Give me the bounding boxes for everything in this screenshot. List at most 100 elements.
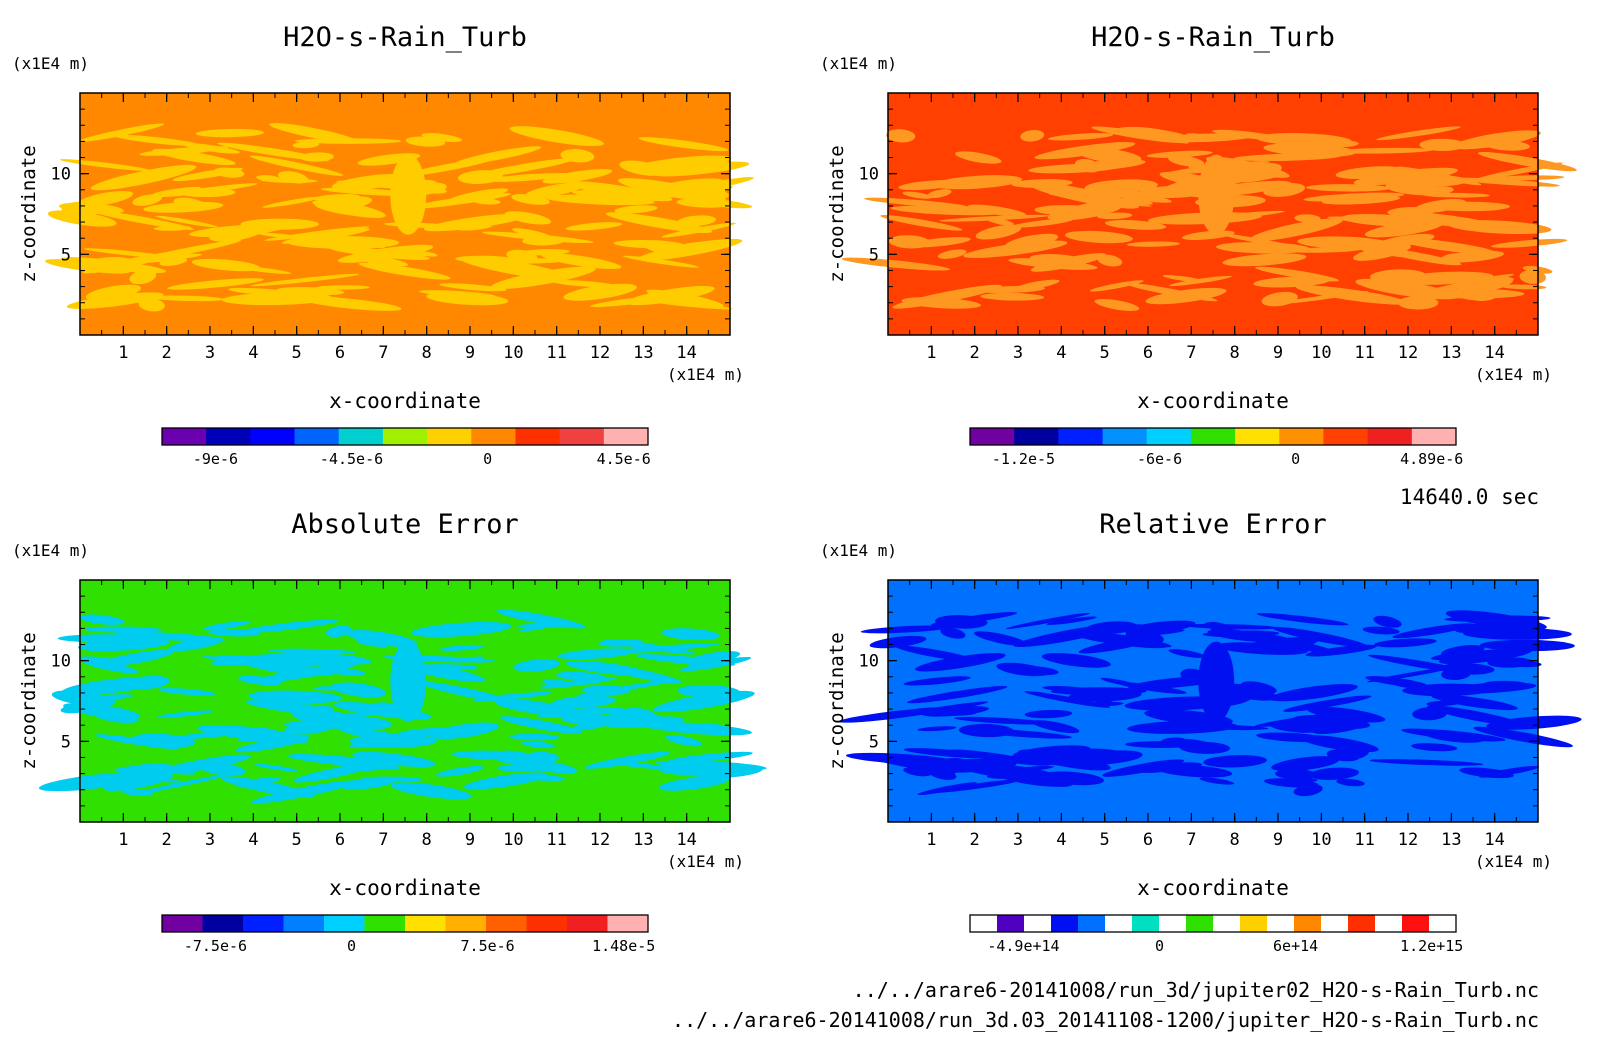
pattern-blob [903, 676, 971, 686]
pattern-blob [439, 283, 507, 292]
pattern-blob [838, 708, 943, 723]
y-tick-label: 5 [61, 245, 71, 265]
panel-3: Absolute Error(x1E4 m)1 2 3 4 5 6 7 8 9 10 11 12 13 1… [12, 509, 767, 955]
pattern-blob [542, 169, 613, 184]
pattern-blob [268, 648, 356, 655]
pattern-blob [157, 688, 216, 696]
x-tick-label: 10 [1311, 343, 1331, 363]
pattern-blob [980, 292, 1045, 301]
colorbar-segment [1402, 915, 1430, 932]
x-tick-label: 11 [546, 343, 566, 363]
x-unit-label: (x1E4 m) [667, 852, 744, 871]
x-tick-label: 2 [970, 343, 980, 363]
colorbar-segment [1321, 915, 1349, 932]
colorbar-segment [202, 915, 244, 932]
colorbar-segment [970, 915, 998, 932]
pattern-blob [1256, 613, 1349, 626]
pattern-blob [143, 201, 224, 213]
pattern-blob [1388, 678, 1421, 689]
pattern-blob [1124, 620, 1196, 635]
pattern-blob [1094, 298, 1140, 311]
colorbar-tick-label: -4.5e-6 [320, 450, 383, 468]
x-unit-label: (x1E4 m) [1475, 852, 1552, 871]
colorbar-frame [161, 914, 649, 933]
pattern-blob [45, 259, 131, 274]
pattern-blob [113, 134, 200, 146]
pattern-blob [250, 273, 360, 287]
pattern-blob [1401, 728, 1506, 742]
pattern-blob [676, 198, 730, 208]
pattern-blob [129, 269, 157, 285]
x-tick-label: 2 [162, 830, 172, 850]
pattern-blob [1057, 198, 1132, 217]
colorbar-frame [969, 427, 1457, 446]
y-axis-label: z-coordinate [18, 145, 40, 282]
colorbar-segment [607, 915, 649, 932]
colorbar-segment [1078, 915, 1106, 932]
pattern-blob [497, 763, 550, 772]
x-tick-label: 6 [335, 343, 345, 363]
pattern-blob [671, 177, 754, 194]
pattern-blob [1473, 726, 1574, 748]
pattern-blob [209, 225, 265, 242]
pattern-blob [463, 772, 549, 790]
pattern-blob [572, 718, 613, 731]
x-tick-label: 7 [1186, 830, 1196, 850]
x-tick-label: 5 [292, 343, 302, 363]
pattern-blob [1261, 291, 1298, 307]
file-path-2: ../../arare6-20141008/run_3d.03_20141108… [672, 1008, 1539, 1032]
colorbar-segment [1014, 428, 1059, 445]
x-tick-label: 12 [1398, 343, 1418, 363]
field-pattern [45, 123, 754, 312]
x-tick-label: 1 [926, 343, 936, 363]
colorbar-segment [1367, 428, 1413, 445]
pattern-blob [1306, 706, 1386, 723]
pattern-blob [106, 774, 183, 783]
colorbar-segment [1411, 428, 1457, 445]
pattern-blob [1369, 759, 1484, 766]
pattern-blob [471, 198, 501, 205]
pattern-blob [127, 773, 233, 796]
colorbar-tick-label: -7.5e-6 [184, 937, 247, 955]
colorbar-segment [162, 915, 203, 932]
pattern-blob [63, 702, 140, 719]
pattern-blob [948, 749, 1051, 766]
pattern-blob [566, 181, 673, 202]
x-tick-label: 10 [1311, 830, 1331, 850]
pattern-blob [677, 684, 740, 698]
x-tick-label: 6 [1143, 830, 1153, 850]
pattern-blob [1084, 621, 1138, 635]
x-tick-label: 8 [1230, 343, 1240, 363]
y-tick-label: 5 [869, 732, 879, 752]
colorbar-tick-label: -9e-6 [193, 450, 238, 468]
pattern-blob [658, 762, 716, 775]
pattern-blob [1458, 292, 1490, 301]
colorbar-segment [1240, 915, 1268, 932]
pattern-blob [1222, 253, 1307, 267]
x-tick-label: 14 [1484, 343, 1504, 363]
pattern-blob [1105, 220, 1167, 230]
pattern-blob [906, 685, 1008, 704]
pattern-blob [973, 631, 1028, 646]
colorbar-segment [603, 428, 649, 445]
pattern-blob [1269, 684, 1358, 702]
pattern-blob [541, 253, 622, 270]
colorbar-segment [364, 915, 406, 932]
pattern-blob [1097, 254, 1123, 267]
pattern-blob [504, 211, 552, 225]
x-tick-label: 3 [1013, 830, 1023, 850]
pattern-blob [880, 215, 963, 231]
x-tick-label: 12 [590, 343, 610, 363]
pattern-blob [651, 161, 750, 177]
x-tick-label: 13 [633, 343, 653, 363]
pattern-blob [195, 128, 265, 138]
pattern-blob [1185, 133, 1214, 142]
pattern-blob [996, 662, 1049, 677]
x-tick-label: 3 [205, 343, 215, 363]
pattern-blob [1123, 282, 1218, 302]
pattern-blob [679, 656, 752, 672]
pattern-blob [1160, 737, 1188, 747]
pattern-blob [1012, 745, 1092, 760]
pattern-blob [207, 629, 261, 637]
pattern-blob [519, 620, 570, 632]
